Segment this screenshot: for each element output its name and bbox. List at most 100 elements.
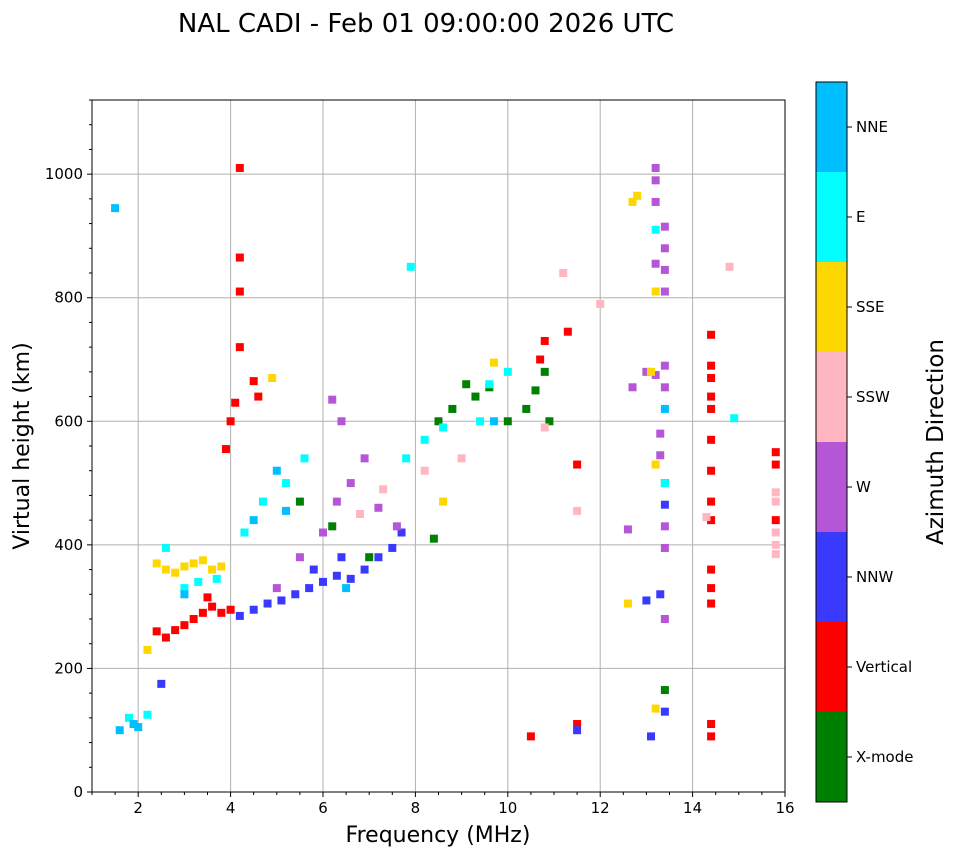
point-sse-14: [651, 460, 660, 469]
point-e-18: [124, 713, 133, 722]
point-x-mode-5: [503, 417, 512, 426]
colorbar-swatch-5: [816, 262, 847, 352]
point-sse-11: [633, 191, 642, 200]
point-sse-15: [651, 704, 660, 713]
point-vertical-32: [707, 497, 716, 506]
point-nne-3: [134, 723, 143, 732]
point-ssw-4: [540, 423, 549, 432]
point-nnw-16: [642, 596, 651, 605]
point-sse-0: [152, 559, 161, 568]
point-vertical-8: [226, 605, 235, 614]
y-tick-label-2: 400: [54, 536, 83, 554]
point-vertical-22: [573, 460, 582, 469]
point-vertical-30: [707, 435, 716, 444]
point-vertical-15: [235, 253, 244, 262]
colorbar-frame: [815, 81, 848, 803]
point-sse-4: [189, 559, 198, 568]
grid: [92, 100, 786, 793]
point-nne-5: [272, 466, 281, 475]
point-e-11: [476, 417, 485, 426]
point-e-0: [161, 543, 170, 552]
colorbar-label-4: SSW: [856, 388, 890, 406]
point-w-3: [332, 497, 341, 506]
point-vertical-9: [203, 593, 212, 602]
point-ssw-10: [771, 488, 780, 497]
point-nnw-18: [660, 707, 669, 716]
colorbar-swatch-0: [816, 712, 847, 802]
y-tick-label-3: 600: [54, 412, 83, 430]
point-e-2: [194, 577, 203, 586]
point-ssw-12: [771, 528, 780, 537]
point-nnw-17: [656, 590, 665, 599]
point-vertical-34: [707, 565, 716, 574]
point-nne-2: [129, 720, 138, 729]
point-w-19: [660, 361, 669, 370]
point-nnw-15: [157, 679, 166, 688]
point-nne-0: [111, 204, 120, 213]
point-w-10: [651, 163, 660, 172]
point-vertical-28: [707, 392, 716, 401]
point-nne-6: [282, 506, 291, 515]
point-w-4: [346, 479, 355, 488]
point-x-mode-10: [660, 686, 669, 695]
point-vertical-18: [254, 392, 263, 401]
point-w-13: [660, 222, 669, 231]
point-e-10: [439, 423, 448, 432]
x-axis-label: Frequency (MHz): [346, 823, 531, 848]
point-ssw-2: [420, 466, 429, 475]
point-nne-1: [115, 726, 124, 735]
chart-title: NAL CADI - Feb 01 09:00:00 2026 UTC: [178, 9, 674, 39]
point-w-24: [660, 543, 669, 552]
point-w-12: [651, 197, 660, 206]
point-nnw-4: [291, 590, 300, 599]
point-vertical-20: [540, 336, 549, 345]
point-x-mode-15: [429, 534, 438, 543]
x-tick-label-5: 12: [591, 799, 610, 817]
point-w-6: [374, 503, 383, 512]
point-vertical-5: [198, 608, 207, 617]
point-vertical-25: [707, 330, 716, 339]
point-sse-13: [651, 287, 660, 296]
x-tick-label-2: 6: [318, 799, 328, 817]
point-e-14: [651, 225, 660, 234]
point-vertical-4: [189, 615, 198, 623]
point-ssw-11: [771, 497, 780, 506]
y-tick-label-0: 0: [73, 783, 83, 801]
point-nne-9: [489, 417, 498, 426]
colorbar-label-6: E: [856, 208, 865, 226]
point-e-4: [240, 528, 249, 537]
colorbar-label-7: NNE: [856, 118, 888, 136]
point-vertical-0: [152, 627, 161, 636]
colorbar-label-0: X-mode: [856, 748, 913, 766]
x-tick-label-3: 8: [411, 799, 421, 817]
point-w-5: [360, 454, 369, 463]
point-w-25: [660, 615, 669, 623]
point-vertical-37: [707, 720, 716, 729]
point-vertical-21: [563, 327, 572, 336]
point-x-mode-14: [365, 553, 374, 562]
point-w-16: [660, 265, 669, 274]
point-ssw-1: [379, 485, 388, 494]
point-w-2: [319, 528, 327, 537]
point-nnw-2: [263, 599, 272, 608]
colorbar-label-2: NNW: [856, 568, 893, 586]
point-vertical-41: [771, 516, 780, 525]
point-ssw-5: [559, 269, 568, 277]
point-nnw-14: [337, 553, 346, 562]
plot-area: 2 4 6 8 10 12 14 16 0 200 400 600 800 1000: [45, 99, 795, 817]
point-vertical-1: [161, 633, 170, 642]
colorbar-swatch-7: [816, 82, 847, 172]
point-e-5: [258, 497, 267, 506]
y-tick-label-1: 200: [54, 659, 83, 677]
point-e-12: [485, 380, 494, 389]
point-nnw-0: [235, 611, 244, 620]
point-x-mode-0: [434, 417, 443, 426]
y-tick-label-5: 1000: [45, 165, 83, 183]
point-w-1: [295, 553, 304, 562]
point-e-1: [180, 584, 189, 593]
point-vertical-17: [249, 377, 258, 386]
point-vertical-12: [231, 398, 240, 407]
point-w-0: [272, 584, 281, 593]
point-e-19: [143, 710, 152, 719]
